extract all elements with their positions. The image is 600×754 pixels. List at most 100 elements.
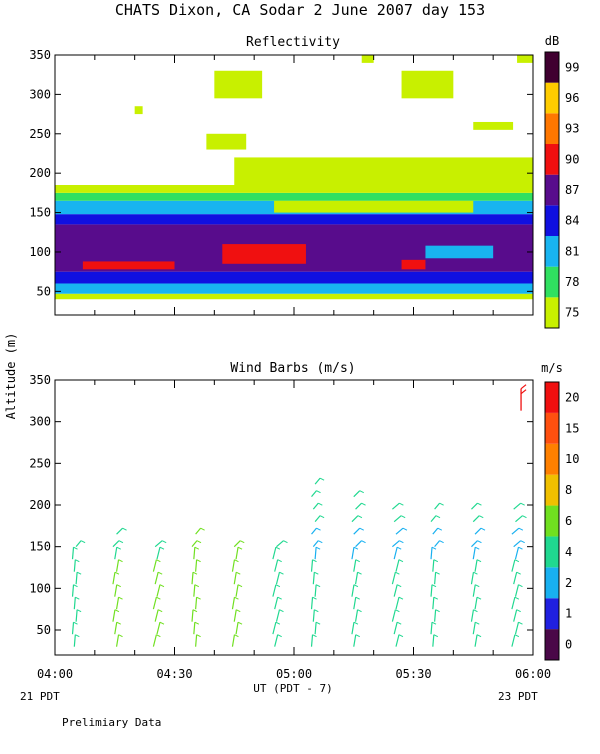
wind-barb-198 <box>430 584 433 597</box>
wind-barb-90 <box>235 547 239 560</box>
wind-barb-156 <box>355 540 362 548</box>
wind-barb-191 <box>433 634 439 638</box>
wind-barb-175 <box>396 584 402 588</box>
wind-barb-240 <box>514 622 520 635</box>
wind-barb-237 <box>477 502 482 506</box>
wind-barb-38 <box>152 634 157 647</box>
wind-barb-69 <box>196 559 201 563</box>
wind-barb-105 <box>279 571 284 575</box>
reflectivity-cell-7 <box>55 185 533 193</box>
wind-barb-226 <box>474 559 478 572</box>
wind-barb-78 <box>235 622 239 635</box>
reflectivity-cell-9 <box>274 200 474 213</box>
wind-barb-10 <box>75 572 78 585</box>
wind-colorbar-tick-6: 6 <box>565 514 572 528</box>
refl-ytick-label-250: 250 <box>29 127 51 141</box>
wind-colorbar-tick-8: 8 <box>565 483 572 497</box>
wind-barb-17 <box>80 540 86 544</box>
reflectivity-colorbar-label: dB <box>545 34 559 48</box>
wind-barb-256 <box>511 527 520 535</box>
wind-barb-112 <box>310 634 314 647</box>
wind-barb-62 <box>195 597 198 610</box>
wind-barb-141 <box>355 634 360 638</box>
wind-ytick-label-300: 300 <box>29 415 51 429</box>
wind-ytick-label-200: 200 <box>29 498 51 512</box>
wind-barb-56 <box>195 634 198 647</box>
refl-colorbar-tick-84: 84 <box>565 214 579 228</box>
wind-barb-114 <box>314 622 317 635</box>
wind-barb-152 <box>353 559 357 572</box>
reflectivity-cell-6 <box>55 192 533 201</box>
wind-barb-54 <box>154 540 163 548</box>
wind-barb-1 <box>75 634 80 638</box>
wind-barb-208 <box>432 527 439 535</box>
refl-colorbar-swatch-1 <box>545 266 559 298</box>
page-title: CHATS Dixon, CA Sodar 2 June 2007 day 15… <box>115 1 485 19</box>
wind-barb-223 <box>475 584 480 588</box>
wind-barb-24 <box>115 597 120 610</box>
wind-barb-83 <box>234 596 239 600</box>
wind-barb-168 <box>393 622 398 635</box>
wind-barb-97 <box>275 621 281 625</box>
refl-colorbar-swatch-4 <box>545 174 559 206</box>
refl-colorbar-tick-99: 99 <box>565 60 579 74</box>
reflectivity-cell-1 <box>55 283 533 294</box>
wind-barb-115 <box>315 621 321 625</box>
wind-barb-252 <box>514 547 520 560</box>
wind-barb-93 <box>240 540 245 544</box>
wind-barb-212 <box>434 502 441 510</box>
wind-barb-extra-flag-0 <box>520 384 527 390</box>
wind-barb-40 <box>156 622 161 635</box>
wind-barb-44 <box>152 597 157 610</box>
refl-colorbar-swatch-2 <box>545 236 559 267</box>
wind-barb-75 <box>200 527 205 531</box>
wind-barb-65 <box>194 584 200 588</box>
wind-barb-194 <box>434 609 437 622</box>
wind-barb-207 <box>439 540 444 544</box>
x-left-note: 21 PDT <box>20 690 60 703</box>
wind-barb-176 <box>391 572 396 585</box>
wind-xtick-label-0: 04:00 <box>37 667 73 681</box>
wind-barb-253 <box>518 546 523 550</box>
wind-barb-140 <box>353 634 357 647</box>
wind-barb-200 <box>434 572 437 585</box>
wind-barb-16 <box>75 540 82 548</box>
wind-barb-45 <box>156 596 161 600</box>
wind-barb-39 <box>156 634 161 638</box>
wind-barb-227 <box>476 559 482 563</box>
refl-colorbar-swatch-0 <box>545 297 559 328</box>
reflectivity-cell-21 <box>517 55 533 63</box>
wind-colorbar-tick-4: 4 <box>565 545 572 559</box>
wind-barb-46 <box>156 584 161 597</box>
wind-barb-158 <box>353 527 361 535</box>
wind-barb-151 <box>357 571 362 575</box>
wind-barb-258 <box>515 515 523 523</box>
wind-barb-136 <box>311 490 317 498</box>
wind-barb-41 <box>159 621 165 625</box>
wind-barb-162 <box>355 502 362 510</box>
wind-barb-126 <box>314 547 317 560</box>
reflectivity-cell-0 <box>55 293 533 300</box>
wind-barb-55 <box>161 540 167 544</box>
wind-barb-249 <box>516 571 521 575</box>
wind-barb-51 <box>156 559 161 563</box>
wind-barb-133 <box>319 515 325 519</box>
reflectivity-cell-10 <box>222 244 306 264</box>
wind-barb-59 <box>194 621 200 625</box>
wind-barb-181 <box>396 546 402 550</box>
wind-barb-121 <box>315 584 321 588</box>
x-right-note: 23 PDT <box>498 690 538 703</box>
refl-colorbar-swatch-8 <box>545 52 559 83</box>
reflectivity-cell-2 <box>55 271 533 284</box>
wind-ytick-label-250: 250 <box>29 456 51 470</box>
wind-barb-222 <box>472 584 476 597</box>
wind-barb-163 <box>361 502 366 506</box>
wind-barb-154 <box>351 547 355 560</box>
wind-barb-22 <box>112 609 116 622</box>
wind-barb-183 <box>399 540 404 544</box>
wind-barb-86 <box>233 572 237 585</box>
wind-barb-217 <box>475 621 480 625</box>
wind-barb-213 <box>439 502 444 506</box>
refl-ytick-label-50: 50 <box>37 284 51 298</box>
wind-barb-19 <box>118 634 123 638</box>
